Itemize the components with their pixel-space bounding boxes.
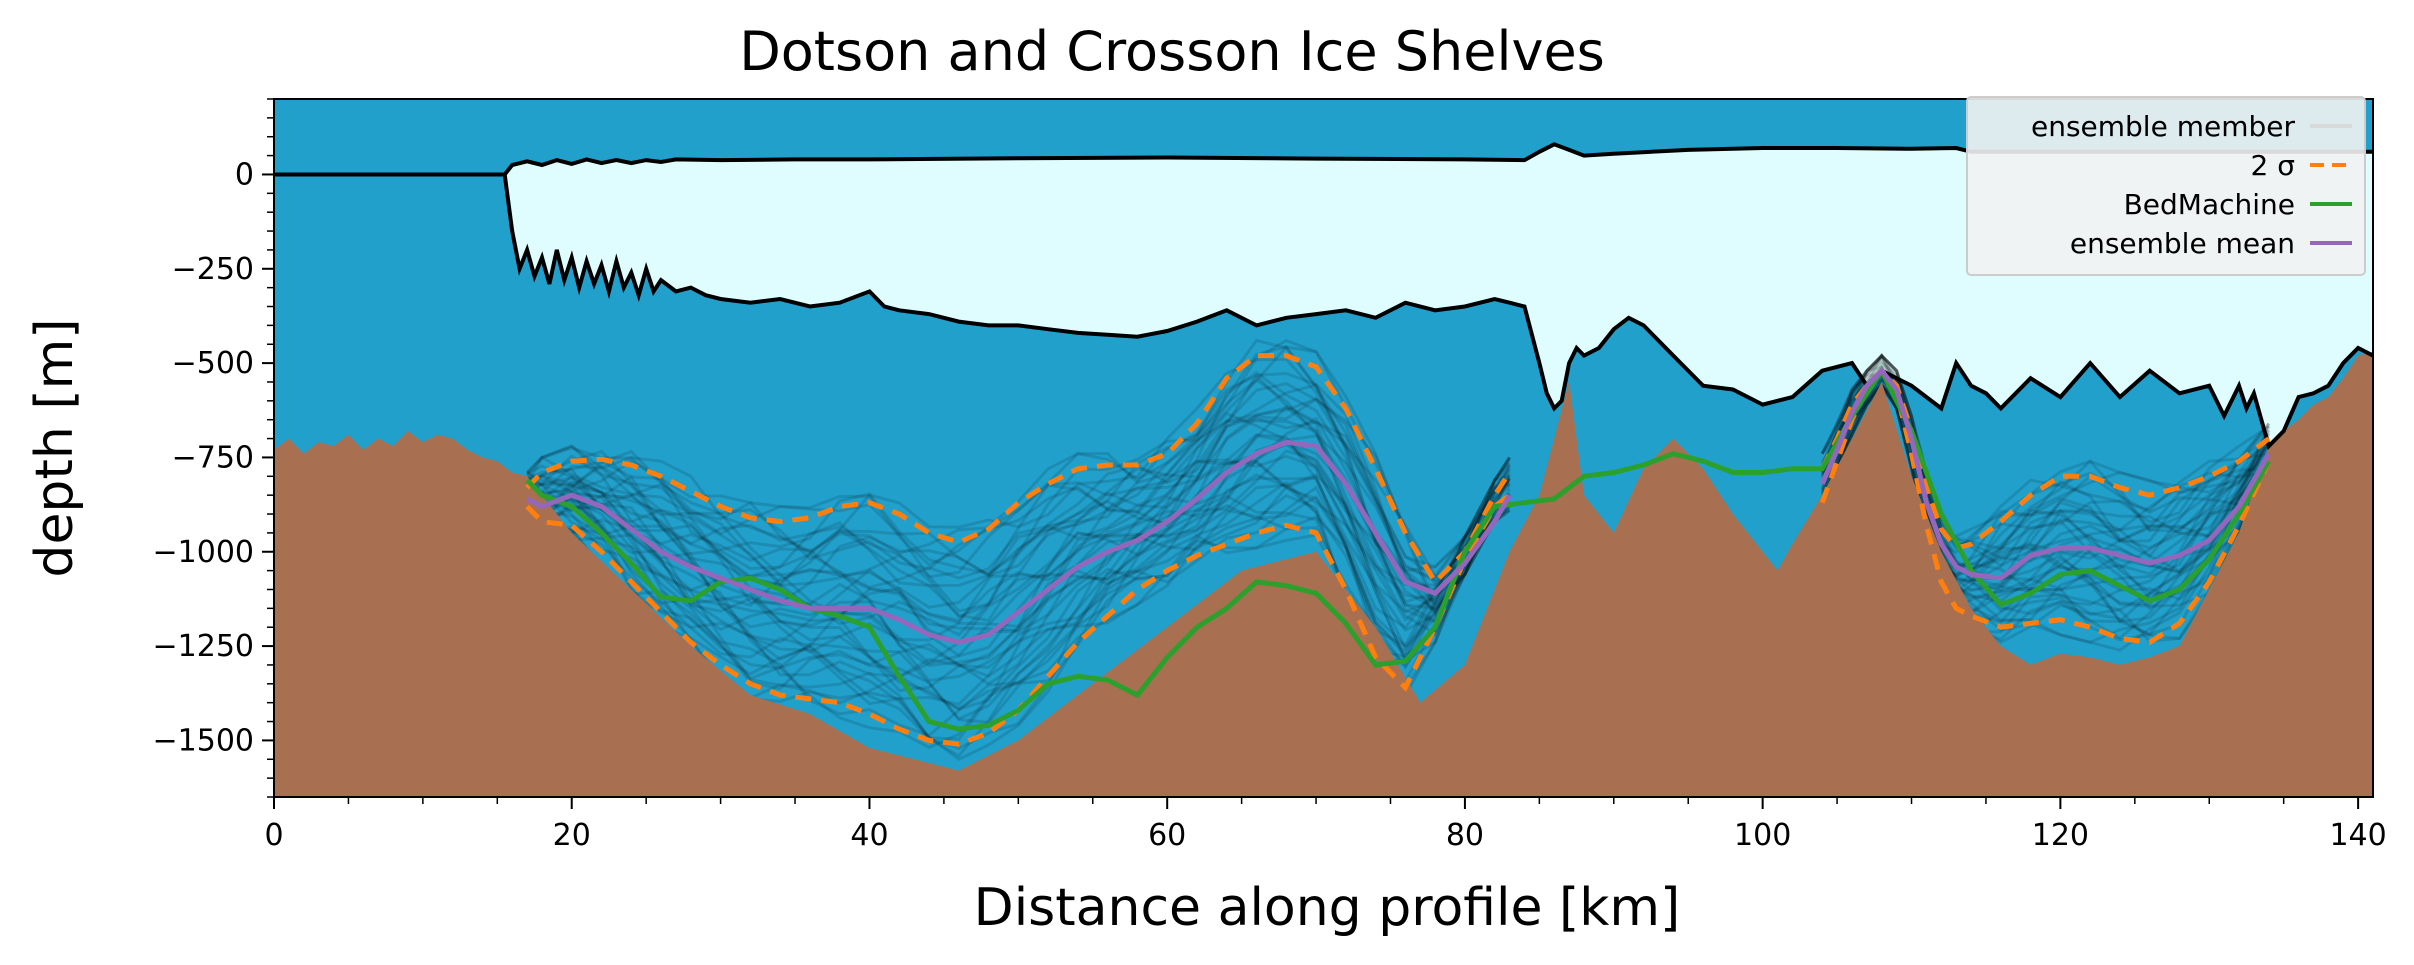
x-axis-label: Distance along profile [km] — [974, 878, 1681, 938]
ensemble-member-line — [526, 383, 1511, 625]
x-axis: 0 20 40 60 80 100 120 140 — [264, 797, 2387, 853]
ensemble-mean-line — [525, 439, 1512, 645]
ensemble-member-line — [1820, 379, 2271, 637]
x-tick-label: 0 — [264, 818, 283, 853]
y-tick-label: −1000 — [153, 535, 254, 570]
x-tick-label: 80 — [1446, 818, 1484, 853]
legend-label-bedmachine: BedMachine — [2124, 188, 2295, 221]
bed-fill — [274, 351, 2373, 797]
ensemble-member-line — [526, 439, 1511, 693]
ensemble-member-line — [1820, 353, 2271, 622]
ensemble-member-line — [526, 502, 1511, 725]
ensemble-member-line — [526, 378, 1511, 588]
ensemble-member-line — [526, 433, 1511, 655]
ensemble-member-line — [526, 370, 1511, 604]
y-tick-label: −500 — [172, 346, 254, 381]
x-tick-label: 120 — [2032, 818, 2089, 853]
legend-box — [1966, 96, 2366, 276]
ensemble-member-line — [526, 449, 1511, 682]
y-tick-label: −1250 — [153, 629, 254, 664]
ensemble-member-line — [525, 459, 1511, 678]
legend-label-ensemble-mean: ensemble mean — [2070, 227, 2295, 260]
ensemble-member-line — [525, 357, 1511, 579]
ensemble-member-line — [1820, 353, 2271, 592]
y-tick-label: −250 — [172, 252, 254, 287]
x-tick-label: 140 — [2329, 818, 2386, 853]
ensemble-member-line — [1820, 361, 2270, 588]
x-tick-label: 100 — [1734, 818, 1791, 853]
ensemble-member-line — [526, 485, 1511, 758]
ensemble-member-line — [526, 374, 1511, 584]
ensemble-member-line — [526, 490, 1511, 751]
legend: ensemble member 2 σ BedMachine ensemble … — [1966, 96, 2366, 276]
ensemble-member-line — [1820, 353, 2270, 593]
series-lines — [525, 353, 2272, 747]
ensemble-member-line — [526, 419, 1511, 626]
ensemble-member-line — [1820, 353, 2270, 568]
ensemble-member-line — [1820, 383, 2271, 584]
ensemble-member-line — [526, 371, 1511, 615]
ensemble-member-line — [526, 416, 1511, 623]
x-tick-label: 20 — [553, 818, 591, 853]
ensemble-member-line — [1820, 375, 2270, 544]
ice-shelf-fill — [504, 144, 2373, 447]
ensemble-member-line — [1820, 365, 2271, 592]
ensemble-member-line — [1820, 383, 2270, 583]
ice-surface-line — [274, 142, 2373, 177]
ensemble-member-line — [526, 416, 1511, 658]
ensemble-member-line — [526, 474, 1511, 741]
ice-base-line — [502, 174, 2373, 450]
ensemble-member-line — [1820, 377, 2271, 652]
y-tick-label: −1500 — [153, 723, 254, 758]
ensemble-member-line — [525, 443, 1511, 632]
ensemble-member-line — [1820, 355, 2271, 610]
ensemble-member-line — [526, 397, 1511, 619]
legend-label-2-sigma: 2 σ — [2251, 149, 2295, 182]
x-tick-label: 60 — [1148, 818, 1186, 853]
ensemble-member-line — [1820, 377, 2270, 559]
ensemble-member-line — [526, 454, 1511, 645]
y-axis-label: depth [m] — [25, 318, 85, 577]
two-sigma-line — [1819, 367, 2271, 551]
ensemble-member-line — [526, 338, 1511, 615]
ensemble-member-line — [525, 460, 1511, 670]
ensemble-member-line — [1820, 370, 2270, 644]
ensemble-member-line — [526, 397, 1511, 637]
ensemble-member-line — [526, 406, 1511, 617]
y-tick-label: 0 — [235, 157, 254, 192]
ensemble-member-line — [526, 338, 1511, 607]
ensemble-member-line — [526, 473, 1510, 686]
ensemble-member-line — [1820, 383, 2270, 570]
legend-label-ensemble-member: ensemble member — [2031, 110, 2296, 143]
y-axis: 0 −250 −500 −750 −1000 −1250 −1500 — [153, 98, 274, 798]
plot-frame — [273, 98, 2374, 798]
ensemble-member-line — [526, 471, 1511, 711]
ensemble-mean-line — [1819, 366, 2271, 581]
x-tick-label: 40 — [850, 818, 888, 853]
chart-title: Dotson and Crosson Ice Shelves — [739, 20, 1605, 83]
ensemble-member-line — [1821, 383, 2270, 550]
ensemble-member-line — [526, 345, 1511, 617]
ensemble-member-line — [1821, 383, 2271, 611]
two-sigma-line — [525, 353, 1512, 586]
y-tick-label: −750 — [172, 440, 254, 475]
ensemble-member-line — [1820, 383, 2271, 642]
